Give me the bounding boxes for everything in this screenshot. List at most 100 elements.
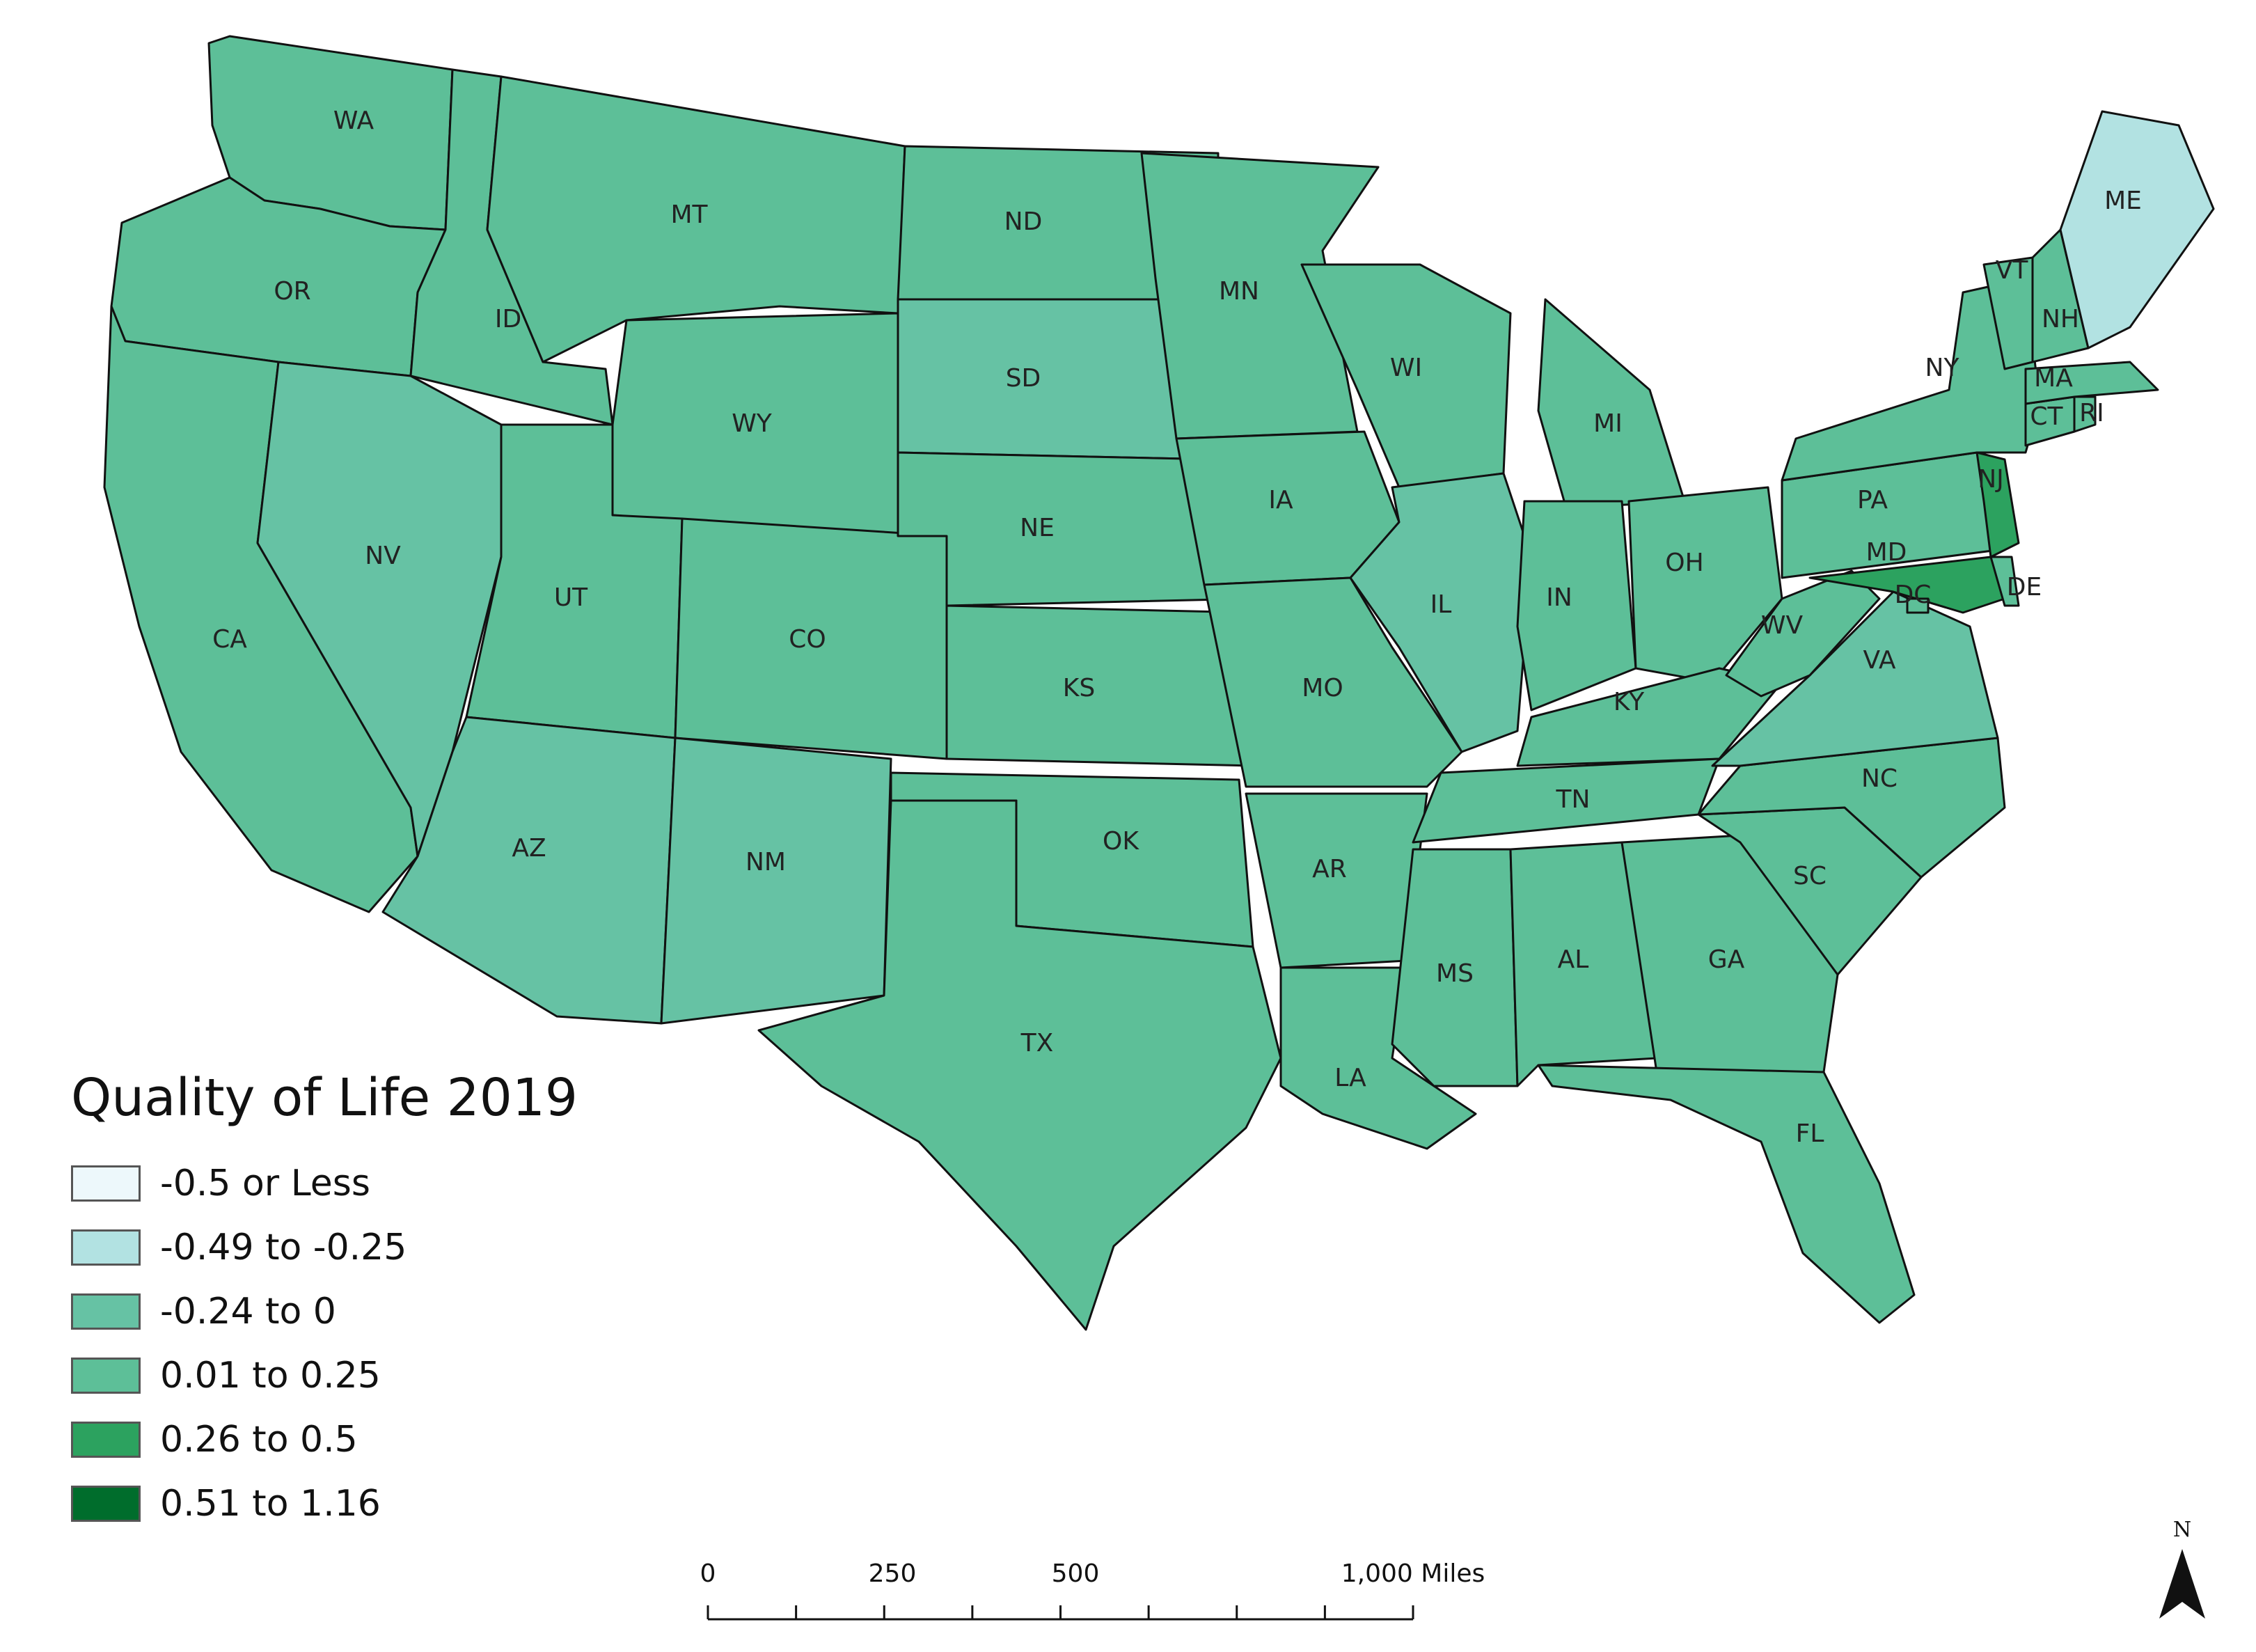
state-ga bbox=[1620, 834, 1839, 1073]
state-nj bbox=[1975, 451, 2020, 558]
state-me bbox=[2059, 110, 2215, 349]
state-label: IL bbox=[1430, 590, 1452, 619]
state-label: MA bbox=[2034, 364, 2073, 393]
state-label: NJ bbox=[1978, 465, 2004, 494]
state-de bbox=[1989, 556, 2020, 607]
state-label: UT bbox=[554, 583, 588, 612]
scale-bar: 0 250 500 1,000 Miles bbox=[696, 1559, 1485, 1636]
state-al bbox=[1509, 841, 1658, 1087]
legend-item: -0.5 or Less bbox=[71, 1151, 697, 1216]
state-label: OK bbox=[1103, 827, 1139, 856]
state-label: IA bbox=[1268, 486, 1293, 514]
legend-label: -0.5 or Less bbox=[160, 1163, 370, 1204]
state-ky bbox=[1516, 667, 1783, 767]
state-md bbox=[1808, 556, 2006, 614]
state-label: CO bbox=[789, 625, 826, 654]
state-label: KY bbox=[1614, 688, 1645, 716]
scale-label: 0 bbox=[700, 1559, 716, 1588]
legend-item: 0.51 to 1.16 bbox=[71, 1472, 697, 1536]
legend-title: Quality of Life 2019 bbox=[71, 1068, 578, 1128]
scale-bar-graphic bbox=[707, 1605, 1414, 1621]
state-label: AL bbox=[1558, 945, 1589, 974]
state-label: MT bbox=[670, 200, 708, 229]
state-label: NH bbox=[2042, 305, 2079, 333]
state-labels: WA OR CA ID NV MT WY UT AZ CO NM ND SD NE KS OK TX MN IA MO… bbox=[212, 107, 2142, 1148]
state-label: VT bbox=[1996, 256, 2029, 285]
state-label: WV bbox=[1761, 611, 1804, 640]
state-label: NE bbox=[1020, 514, 1055, 542]
legend-swatch bbox=[71, 1229, 141, 1266]
north-arrow-label: N bbox=[2172, 1518, 2192, 1542]
state-label: VA bbox=[1863, 646, 1896, 675]
legend-item: 0.01 to 0.25 bbox=[71, 1344, 697, 1408]
legend-swatch bbox=[71, 1486, 141, 1522]
state-oh bbox=[1627, 486, 1783, 684]
legend-item: -0.24 to 0 bbox=[71, 1280, 697, 1344]
legend-swatch bbox=[71, 1358, 141, 1394]
state-label: PA bbox=[1857, 486, 1888, 514]
state-ks bbox=[945, 604, 1254, 767]
state-label: NV bbox=[365, 542, 401, 570]
scale-label: 250 bbox=[868, 1559, 917, 1588]
state-wv bbox=[1725, 569, 1881, 698]
legend-swatch bbox=[71, 1293, 141, 1330]
state-tx bbox=[757, 799, 1282, 1331]
state-label: AR bbox=[1312, 855, 1347, 883]
state-label: DE bbox=[2007, 573, 2042, 601]
state-label: DC bbox=[1895, 581, 1932, 609]
state-label: CA bbox=[212, 625, 247, 654]
legend-items: -0.5 or Less -0.49 to -0.25 -0.24 to 0 0.01… bbox=[71, 1151, 697, 1536]
state-label: ME bbox=[2104, 187, 2142, 215]
state-label: TN bbox=[1556, 785, 1591, 814]
state-label: OH bbox=[1665, 549, 1703, 577]
state-label: NY bbox=[1925, 354, 1960, 382]
legend-item: -0.49 to -0.25 bbox=[71, 1216, 697, 1280]
state-label: KS bbox=[1063, 674, 1095, 702]
state-label: AZ bbox=[512, 834, 546, 863]
state-label: LA bbox=[1334, 1064, 1366, 1092]
state-label: WY bbox=[732, 409, 773, 438]
legend-swatch bbox=[71, 1165, 141, 1202]
legend-label: 0.51 to 1.16 bbox=[160, 1483, 381, 1525]
state-label: IN bbox=[1546, 583, 1572, 612]
state-label: ID bbox=[495, 305, 521, 333]
north-arrow: N bbox=[2151, 1518, 2214, 1636]
state-label: SC bbox=[1793, 862, 1827, 890]
legend-label: -0.49 to -0.25 bbox=[160, 1227, 407, 1268]
scale-label: 500 bbox=[1051, 1559, 1100, 1588]
state-label: NC bbox=[1861, 764, 1898, 793]
state-label: MN bbox=[1219, 277, 1259, 306]
state-label: WA bbox=[333, 107, 374, 135]
state-label: MS bbox=[1436, 959, 1474, 988]
state-fl bbox=[1537, 1064, 1916, 1324]
state-il bbox=[1349, 472, 1533, 753]
state-label: MD bbox=[1866, 538, 1907, 567]
state-dc bbox=[1906, 597, 1930, 614]
state-label: CT bbox=[2030, 402, 2063, 431]
state-label: NM bbox=[746, 848, 786, 876]
legend-label: -0.24 to 0 bbox=[160, 1291, 336, 1332]
state-in bbox=[1516, 500, 1637, 711]
state-ms bbox=[1391, 848, 1519, 1087]
state-mi bbox=[1537, 298, 1686, 510]
state-ri bbox=[2073, 395, 2097, 433]
legend-label: 0.01 to 0.25 bbox=[160, 1355, 381, 1397]
state-label: FL bbox=[1796, 1119, 1824, 1148]
state-label: WI bbox=[1390, 354, 1422, 382]
state-fills bbox=[103, 35, 2215, 1331]
north-arrow-icon bbox=[2159, 1549, 2205, 1619]
state-label: SD bbox=[1006, 364, 1041, 393]
state-ma bbox=[2024, 361, 2159, 405]
state-label: ND bbox=[1004, 207, 1043, 236]
legend-label: 0.26 to 0.5 bbox=[160, 1419, 358, 1461]
state-nm bbox=[660, 737, 892, 1025]
state-label: MI bbox=[1593, 409, 1623, 438]
state-label: GA bbox=[1708, 945, 1745, 974]
state-label: OR bbox=[274, 277, 310, 306]
legend: Quality of Life 2019 -0.5 or Less -0.49 t… bbox=[71, 1072, 697, 1536]
state-ca bbox=[103, 305, 419, 913]
state-label: TX bbox=[1020, 1029, 1054, 1057]
state-label: MO bbox=[1302, 674, 1343, 702]
